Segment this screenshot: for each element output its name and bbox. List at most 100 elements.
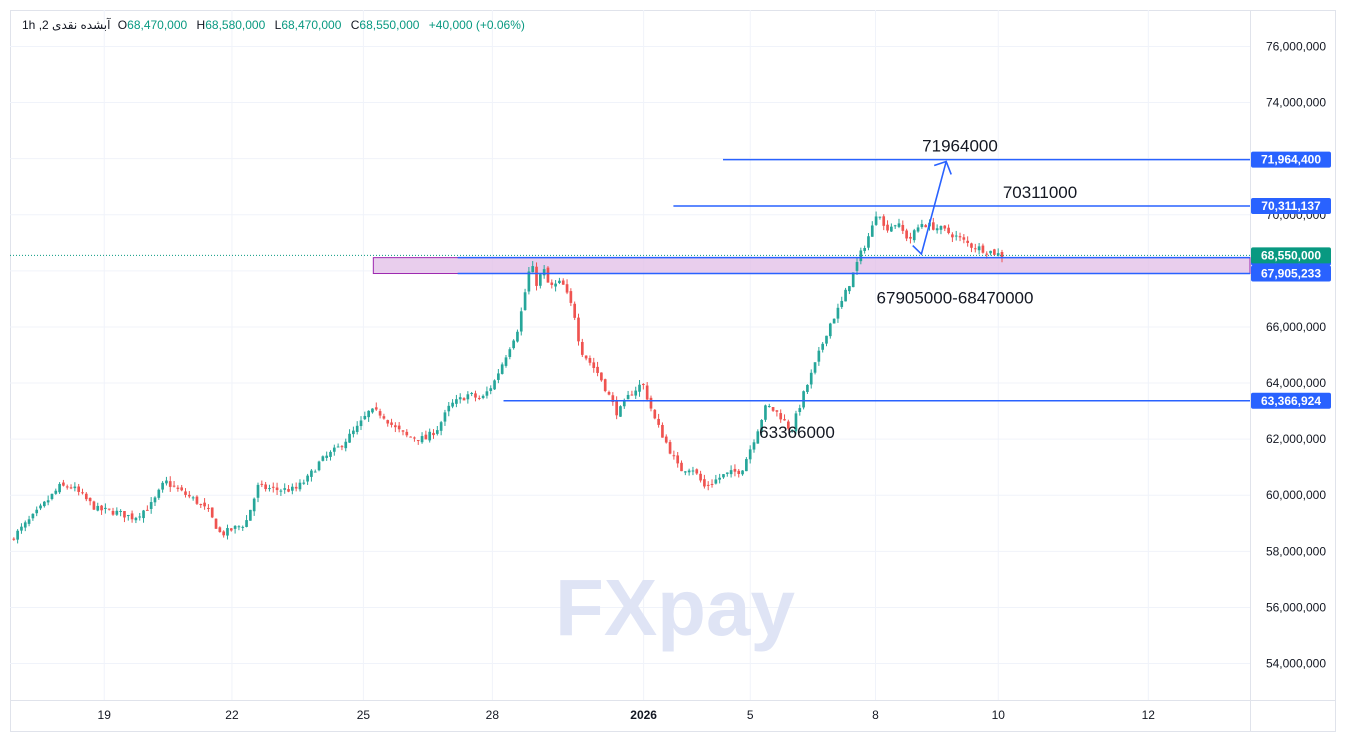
candle-body: [382, 416, 386, 419]
candle-body: [84, 493, 88, 500]
candle-body: [46, 500, 50, 503]
candle-body: [394, 425, 397, 428]
candle-body: [565, 284, 569, 293]
level-price-badge: [1251, 151, 1331, 168]
y-tick-label: 64,000,000: [1266, 376, 1326, 390]
candle-body: [638, 384, 641, 392]
candle-body: [88, 497, 92, 502]
candle-body: [104, 507, 107, 509]
candle-body: [699, 473, 702, 481]
candle-body: [180, 487, 184, 491]
candle-body: [409, 436, 412, 438]
candle-body: [550, 282, 554, 285]
candle-body: [481, 395, 485, 398]
candle-body: [630, 394, 634, 396]
close-label: C: [350, 18, 360, 32]
candle-body: [756, 431, 760, 444]
candle-body: [737, 470, 741, 474]
candle-body: [485, 391, 489, 396]
candle-body: [115, 510, 119, 515]
candle-body: [264, 484, 267, 490]
candle-body: [1000, 251, 1004, 258]
candle-body: [733, 468, 737, 472]
candle-body: [500, 364, 504, 374]
candle-body: [16, 530, 19, 540]
candle-body: [313, 471, 317, 473]
candle-body: [584, 355, 588, 359]
candle-body: [126, 514, 130, 517]
candle-body: [31, 513, 35, 519]
candle-body: [222, 531, 225, 536]
candle-body: [787, 421, 790, 429]
x-tick-label: 28: [486, 708, 500, 722]
candle-body: [359, 420, 363, 427]
candle-body: [645, 385, 649, 400]
candle-body: [577, 317, 580, 342]
candle-body: [939, 226, 943, 230]
candle-body: [386, 420, 390, 424]
candle-body: [828, 323, 832, 337]
ohlc-legend: آبشده نقدی 2, 1h O68,470,000 H68,580,000…: [22, 18, 525, 32]
candle-body: [317, 461, 321, 471]
candle-body: [935, 228, 939, 231]
candle-body: [458, 397, 462, 400]
level-price-badge-text: 70,311,137: [1261, 199, 1321, 213]
x-tick-label: 22: [225, 708, 239, 722]
candle-body: [390, 422, 393, 425]
candle-body: [771, 407, 775, 411]
candle-body: [397, 425, 401, 430]
candle-body: [256, 484, 260, 498]
chart-frame: [10, 10, 1336, 732]
candle-body: [909, 236, 912, 239]
candle-body: [432, 432, 435, 436]
candle-body: [542, 269, 546, 276]
projection-arrowhead: [933, 160, 952, 175]
candle-body: [703, 479, 706, 487]
candle-body: [477, 397, 481, 399]
y-tick-label: 62,000,000: [1266, 432, 1326, 446]
y-axis: 54,000,000 56,000,000 58,000,000 60,000,000…: [1266, 39, 1326, 670]
candle-body: [870, 225, 874, 237]
candle-body: [283, 488, 287, 490]
close-value: 68,550,000: [359, 18, 420, 32]
candle-body: [642, 383, 645, 386]
candle-body: [844, 289, 847, 302]
change-value: +40,000 (+0.06%): [428, 18, 525, 32]
candle-body: [142, 510, 145, 519]
candle-body: [237, 526, 241, 528]
candle-body: [558, 280, 561, 283]
candle-body: [130, 513, 134, 520]
y-tick-label: 56,000,000: [1266, 600, 1326, 614]
candle-body: [12, 538, 16, 540]
candle-body: [249, 509, 252, 521]
candle-body: [195, 496, 199, 504]
candle-body: [546, 267, 550, 283]
candle-body: [725, 472, 729, 474]
candle-body: [329, 451, 332, 457]
candle-body: [424, 434, 428, 440]
candle-body: [466, 394, 470, 400]
candle-body: [451, 402, 454, 407]
candle-body: [107, 508, 111, 510]
support-zone-layer: [372, 257, 1251, 275]
candle-body: [764, 405, 767, 420]
x-tick-label: 25: [357, 708, 371, 722]
candle-body: [62, 482, 65, 486]
x-axis: 19 22 25 28 2026 5 8 10 12: [98, 708, 1156, 722]
candle-body: [81, 492, 84, 494]
candle-body: [504, 357, 508, 366]
candle-body: [340, 446, 344, 448]
candle-body: [191, 497, 195, 499]
candle-body: [687, 470, 691, 473]
candle-body: [260, 483, 264, 485]
candle-body: [157, 489, 161, 498]
candle-body: [23, 522, 27, 528]
candle-body: [27, 519, 31, 524]
candle-body: [611, 395, 615, 403]
candle-body: [100, 505, 103, 511]
symbol-title: آبشده نقدی 2, 1h: [22, 18, 111, 32]
candle-body: [973, 248, 977, 250]
candle-body: [817, 350, 821, 362]
candle-body: [859, 250, 863, 262]
x-tick-label: 8: [872, 708, 879, 722]
